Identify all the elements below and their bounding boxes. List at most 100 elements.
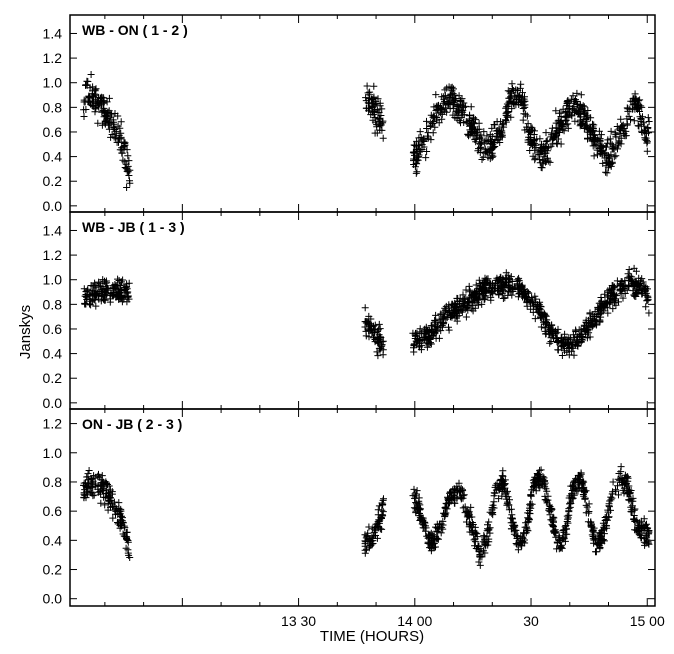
data-point <box>450 96 457 104</box>
data-point <box>553 545 561 553</box>
data-point <box>604 508 612 516</box>
data-point <box>91 87 99 95</box>
data-point <box>471 542 479 550</box>
data-point <box>643 520 650 528</box>
data-point <box>126 177 133 185</box>
data-point <box>573 89 581 97</box>
data-point <box>449 486 457 494</box>
x-tick-label: 13 30 <box>281 613 316 629</box>
data-point <box>598 142 606 150</box>
data-point <box>413 505 421 513</box>
data-point <box>548 136 556 144</box>
data-point <box>549 329 557 337</box>
data-point <box>115 289 123 297</box>
data-point <box>583 325 590 333</box>
data-point <box>457 495 465 503</box>
data-point <box>452 307 460 315</box>
data-point <box>484 521 491 529</box>
data-point <box>427 339 434 347</box>
data-point <box>364 529 372 537</box>
data-point <box>527 504 535 512</box>
data-point <box>374 352 382 360</box>
data-point <box>464 131 472 138</box>
data-point <box>472 138 480 146</box>
data-point <box>535 482 543 490</box>
data-point <box>124 293 132 301</box>
data-point <box>639 113 646 121</box>
y-tick-label: 0.4 <box>43 346 63 362</box>
data-point <box>419 514 427 522</box>
data-point <box>520 110 528 118</box>
data-point <box>518 94 526 102</box>
data-point <box>594 151 601 159</box>
data-point <box>534 302 542 310</box>
data-point <box>531 315 539 323</box>
data-point <box>98 93 106 101</box>
data-point <box>625 488 632 496</box>
data-point <box>582 318 590 326</box>
data-point <box>511 92 519 100</box>
data-point <box>609 488 617 496</box>
data-point <box>611 291 619 299</box>
data-point <box>515 101 523 108</box>
data-point <box>86 292 94 300</box>
data-point <box>365 523 373 531</box>
data-point <box>446 94 454 102</box>
data-point <box>571 117 579 125</box>
data-point <box>512 526 520 534</box>
data-point <box>629 287 637 295</box>
data-point <box>484 153 492 161</box>
data-point <box>517 542 525 550</box>
data-point <box>582 501 590 509</box>
data-point <box>615 298 622 306</box>
data-point <box>93 98 101 106</box>
data-point <box>526 147 534 154</box>
x-tick-label: 30 <box>523 613 539 629</box>
data-point <box>639 285 647 293</box>
data-point <box>495 125 503 133</box>
panel-1: WB - ON ( 1 - 2 ) 0.0 0.2 0.4 0.6 0.8 1.0 1.2 1.… <box>43 14 656 214</box>
data-point <box>494 286 501 294</box>
data-point <box>436 319 444 327</box>
data-point <box>521 292 529 300</box>
data-point <box>465 298 473 306</box>
data-point <box>505 501 513 509</box>
data-point <box>376 126 384 134</box>
data-point <box>615 491 622 499</box>
data-point <box>626 486 633 494</box>
data-point <box>469 301 477 309</box>
data-point <box>475 295 483 303</box>
data-point <box>95 278 103 286</box>
data-point <box>509 518 517 526</box>
data-point <box>467 103 475 111</box>
data-point <box>601 514 609 521</box>
data-point <box>420 521 428 529</box>
data-point <box>373 520 381 528</box>
data-point <box>565 340 573 348</box>
y-tick-label: 0.6 <box>43 321 63 337</box>
data-point <box>609 143 617 151</box>
data-point <box>372 527 380 535</box>
data-point <box>410 485 418 493</box>
data-point <box>410 141 418 149</box>
data-point <box>508 278 516 285</box>
data-point <box>122 544 130 552</box>
data-point <box>554 346 562 354</box>
data-point <box>82 494 90 502</box>
data-point <box>453 303 461 311</box>
data-point <box>82 106 90 113</box>
data-point <box>500 486 508 494</box>
data-point <box>113 281 121 289</box>
data-point <box>488 283 496 291</box>
y-tick-label: 0.6 <box>43 124 63 140</box>
data-point <box>632 267 640 275</box>
data-point <box>603 169 611 177</box>
data-point <box>124 546 132 554</box>
data-point <box>433 102 441 110</box>
data-point <box>543 497 551 505</box>
data-point <box>377 112 385 119</box>
y-tick-label: 1.0 <box>43 272 63 288</box>
data-point <box>428 326 436 334</box>
data-point <box>640 538 648 546</box>
data-point <box>98 108 106 116</box>
